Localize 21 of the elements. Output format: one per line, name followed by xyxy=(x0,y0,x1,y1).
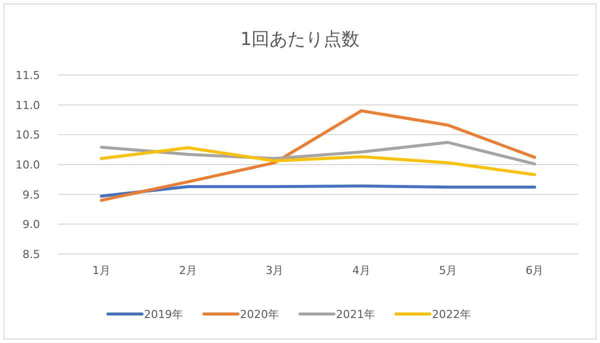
line-series xyxy=(100,184,536,198)
x-tick-label: 1月 xyxy=(92,264,110,277)
line-series xyxy=(100,146,536,176)
legend-label: 2021年 xyxy=(336,308,375,321)
x-tick-label: 3月 xyxy=(266,264,284,277)
chart-title: 1回あたり点数 xyxy=(240,29,360,50)
legend-label: 2019年 xyxy=(144,308,183,321)
x-tick-label: 5月 xyxy=(439,264,457,277)
x-tick-label: 6月 xyxy=(526,264,544,277)
y-tick-label: 9.0 xyxy=(22,218,40,232)
y-tick-label: 10.5 xyxy=(16,128,40,142)
legend-label: 2020年 xyxy=(240,308,279,321)
x-tick-label: 4月 xyxy=(352,264,370,277)
y-tick-label: 9.5 xyxy=(22,188,40,202)
line-series xyxy=(100,109,536,202)
y-tick-label: 10.0 xyxy=(16,158,40,172)
y-tick-label: 8.5 xyxy=(22,248,40,261)
x-tick-label: 2月 xyxy=(179,264,197,277)
legend-label: 2022年 xyxy=(432,308,471,321)
y-tick-label: 11.5 xyxy=(16,69,40,82)
y-tick-label: 11.0 xyxy=(16,98,40,112)
